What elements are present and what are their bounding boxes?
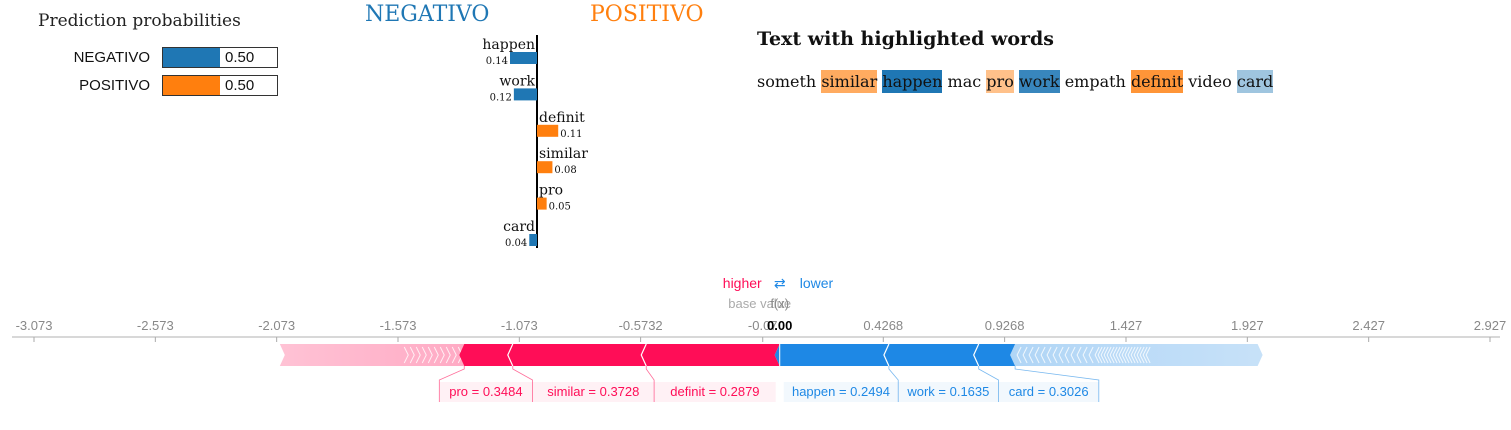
tick-label: -2.573 [137, 318, 174, 333]
force-tail-positive [279, 344, 465, 366]
token-card: card [1236, 70, 1274, 93]
tick-label: 1.427 [1110, 318, 1143, 333]
weight-label-card: card [503, 219, 535, 235]
tick-label: -0.5732 [619, 318, 663, 333]
highlighted-text-panel: Text with highlighted words someth simil… [757, 28, 1497, 94]
force-label-negative: happen = 0.2494 [792, 384, 890, 399]
proba-label-positivo: POSITIVO [79, 77, 150, 94]
token-definit: definit [1130, 70, 1184, 93]
proba-row-negativo: NEGATIVO 0.50 [0, 47, 300, 71]
weight-bar-card [529, 234, 537, 246]
token-video: video [1188, 72, 1232, 91]
feature-weights-chart: happen 0.14 work 0.12 definit 0.11 similar 0.08… [482, 35, 588, 249]
weight-value-pro: 0.05 [549, 202, 571, 213]
proba-value-negativo: 0.50 [225, 49, 255, 66]
proba-bar-positivo: 0.50 [162, 75, 278, 96]
proba-fill-negativo [163, 48, 220, 67]
force-label-negative: card = 0.3026 [1009, 384, 1089, 399]
force-label-negative: work = 0.1635 [906, 384, 989, 399]
tick-label: -3.073 [16, 318, 53, 333]
weight-value-happen: 0.14 [486, 56, 508, 67]
token-mac: mac [947, 72, 982, 91]
proba-row-positivo: POSITIVO 0.50 [0, 75, 300, 99]
proba-label-negativo: NEGATIVO [73, 49, 150, 66]
token-similar: similar [821, 70, 878, 93]
tick-label: -2.073 [258, 318, 295, 333]
weight-label-similar: similar [539, 146, 588, 162]
force-segment-negative [883, 344, 979, 366]
prediction-probabilities-panel: Prediction probabilities NEGATIVO 0.50 P… [0, 0, 300, 110]
weight-bar-pro [537, 197, 547, 210]
weight-value-similar: 0.08 [554, 165, 576, 176]
weight-bar-happen [510, 52, 537, 64]
highlighted-text-body: someth similar happen mac pro work empat… [757, 70, 1497, 94]
weight-bar-work [513, 88, 537, 101]
weight-label-work: work [499, 73, 535, 89]
tick-label: 0.4268 [863, 318, 903, 333]
tick-label: -1.073 [501, 318, 538, 333]
weight-value-work: 0.12 [490, 92, 512, 103]
force-segment-negative [973, 344, 1016, 366]
weight-label-definit: definit [539, 110, 585, 126]
proba-value-positivo: 0.50 [225, 77, 255, 94]
class-title-positivo: POSITIVO [590, 2, 704, 27]
fx-label: f(x) [770, 296, 789, 311]
token-empath: empath [1064, 72, 1126, 91]
force-segment-positive [507, 344, 647, 366]
tick-label: 2.427 [1352, 318, 1385, 333]
token-someth: someth [757, 72, 817, 91]
fx-value: 0.00 [767, 318, 792, 333]
force-segment-negative [774, 344, 889, 366]
force-label-positive: definit = 0.2879 [670, 384, 759, 399]
weight-label-happen: happen [482, 37, 535, 53]
token-pro: pro [986, 70, 1014, 93]
force-label-positive: similar = 0.3728 [547, 384, 639, 399]
class-title-negativo: NEGATIVO [365, 2, 490, 27]
weight-label-pro: pro [539, 183, 563, 199]
highlighted-text-title: Text with highlighted words [757, 28, 1054, 50]
legend-lower: lower [800, 275, 834, 291]
weight-bar-similar [537, 161, 553, 174]
token-happen: happen [882, 70, 943, 93]
force-label-positive: pro = 0.3484 [449, 384, 522, 399]
proba-fill-positivo [163, 76, 220, 95]
weight-value-card: 0.04 [505, 238, 527, 249]
force-tail-chevrons [403, 346, 1151, 364]
weight-value-definit: 0.11 [560, 129, 582, 140]
tick-label: 2.927 [1474, 318, 1507, 333]
tick-label: 1.927 [1231, 318, 1264, 333]
tick-label: 0.9268 [985, 318, 1025, 333]
tick-label: -0.07 [748, 318, 778, 333]
base-value-label: base value [728, 296, 791, 311]
tick-label: -1.573 [380, 318, 417, 333]
force-segment-positive [641, 344, 780, 366]
weight-bar-definit [537, 124, 559, 137]
prediction-probabilities-title: Prediction probabilities [38, 11, 241, 31]
legend-higher: higher [723, 275, 762, 291]
token-work: work [1018, 70, 1060, 93]
force-tail-negative [1010, 344, 1263, 366]
legend-arrows: ⇄ [774, 276, 786, 292]
force-segment-positive [459, 344, 513, 366]
proba-bar-negativo: 0.50 [162, 47, 278, 68]
